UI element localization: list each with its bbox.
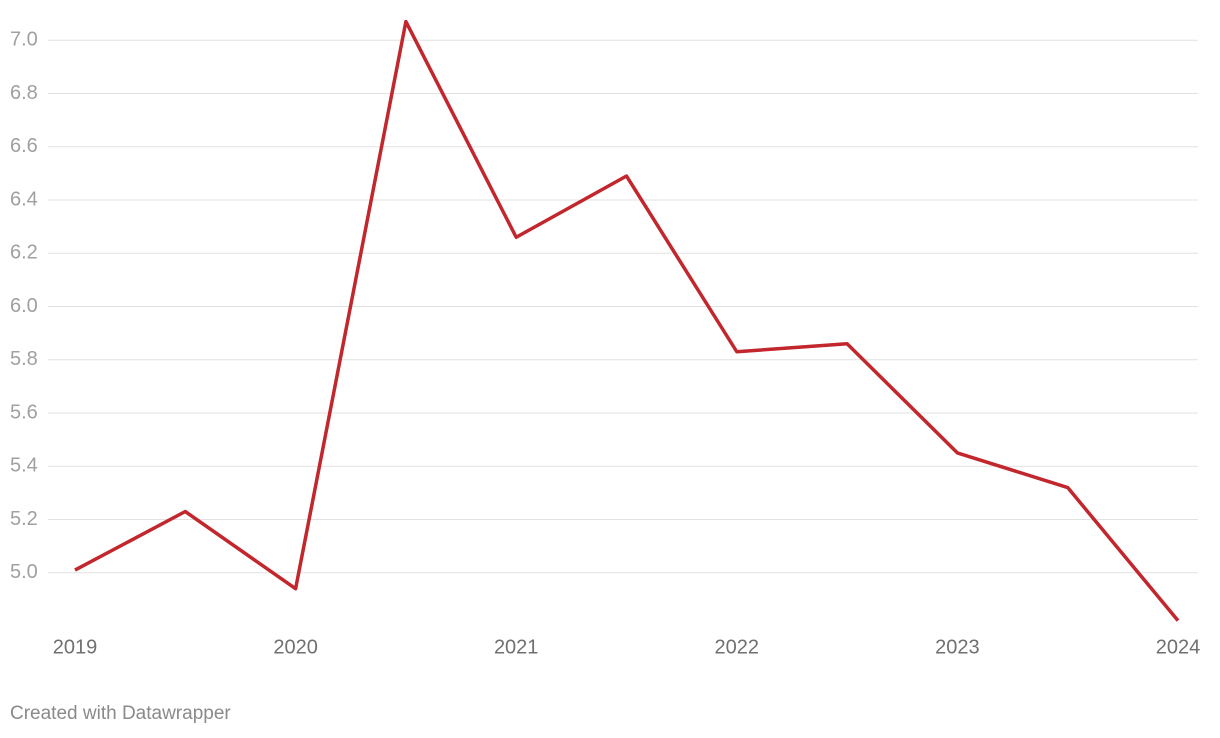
y-tick-label: 7.0 bbox=[10, 29, 38, 51]
y-tick-label: 6.6 bbox=[10, 135, 38, 157]
y-tick-label: 6.0 bbox=[10, 295, 38, 317]
y-tick-label: 6.4 bbox=[10, 188, 38, 210]
x-tick-label: 2022 bbox=[715, 636, 760, 658]
x-tick-label: 2019 bbox=[53, 636, 98, 658]
y-tick-label: 5.6 bbox=[10, 401, 38, 423]
x-tick-label: 2024 bbox=[1156, 636, 1201, 658]
x-tick-label: 2021 bbox=[494, 636, 539, 658]
x-tick-label: 2023 bbox=[935, 636, 980, 658]
y-tick-label: 5.2 bbox=[10, 508, 38, 530]
y-tick-label: 6.2 bbox=[10, 242, 38, 264]
y-tick-label: 6.8 bbox=[10, 82, 38, 104]
y-tick-label: 5.4 bbox=[10, 455, 38, 477]
y-tick-label: 5.8 bbox=[10, 348, 38, 370]
data-line bbox=[74, 19, 1180, 622]
y-tick-label: 5.0 bbox=[10, 561, 38, 583]
x-tick-label: 2020 bbox=[273, 636, 318, 658]
footer: Created with Datawrapper bbox=[10, 703, 231, 724]
